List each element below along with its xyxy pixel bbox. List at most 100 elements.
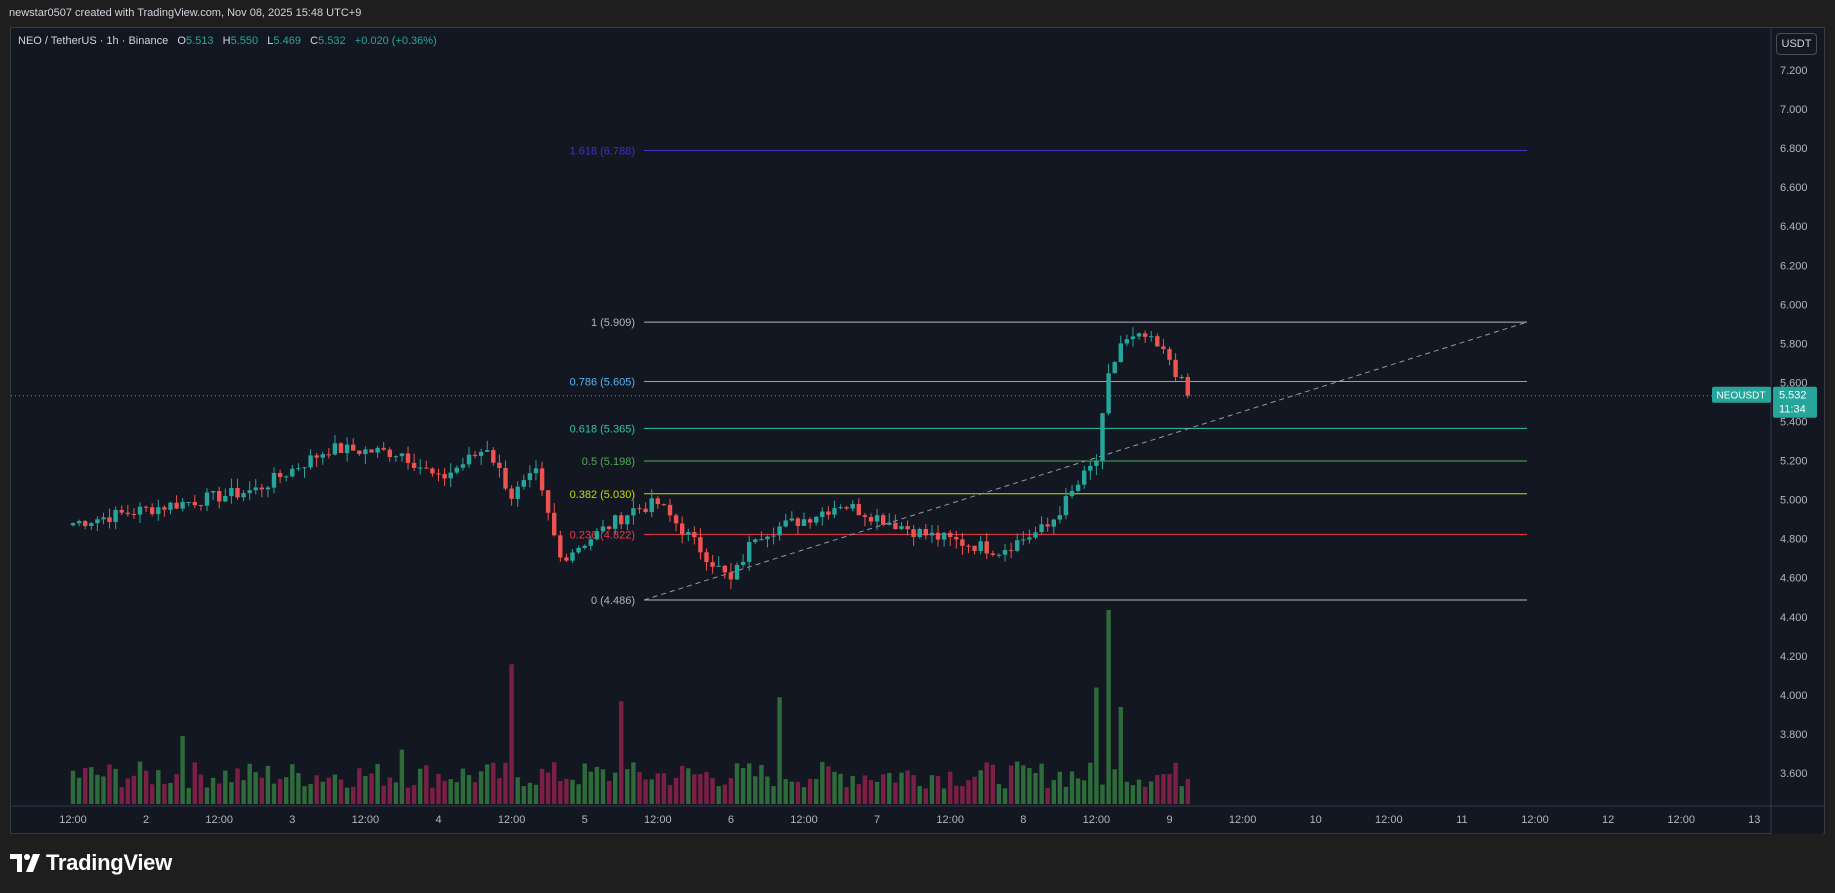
candle-body [442, 473, 447, 479]
candle-body [265, 487, 271, 490]
candle-body [259, 487, 264, 490]
volume-bar [162, 783, 167, 804]
candle-body [1039, 524, 1044, 533]
volume-bar [314, 775, 319, 804]
candle-body [332, 443, 338, 455]
candle-body [1179, 377, 1184, 378]
volume-bar [588, 771, 593, 804]
candle-body [978, 541, 983, 551]
volume-bar [1002, 788, 1008, 804]
volume-bar [156, 770, 161, 804]
volume-bar [728, 778, 734, 804]
candle-body [1100, 413, 1105, 462]
volume-bar [180, 736, 185, 804]
candle-body [539, 468, 545, 491]
candle-body [515, 486, 520, 499]
volume-bar [533, 784, 539, 804]
candle-body [1130, 336, 1136, 340]
tradingview-logo[interactable]: TradingView [10, 850, 172, 876]
candle-body [125, 512, 130, 514]
y-tick-label: 7.000 [1780, 104, 1808, 116]
volume-bar [680, 766, 685, 804]
volume-bar [948, 771, 953, 804]
volume-bar [107, 764, 112, 804]
volume-bar [911, 775, 916, 804]
candle-body [168, 502, 173, 510]
candle-body [874, 515, 880, 522]
chart-credit: newstar0507 created with TradingView.com… [9, 7, 362, 19]
candle-body [369, 449, 374, 453]
candle-body [935, 532, 941, 540]
x-tick-label: 10 [1310, 814, 1322, 826]
candle-body [393, 456, 399, 458]
price-tag-bg [1773, 386, 1817, 418]
x-tick-label: 3 [289, 814, 295, 826]
candle-body [923, 529, 928, 536]
candle-body [1057, 515, 1062, 520]
symbol-legend[interactable]: NEO / TetherUS · 1h · Binance O5.513 H5.… [18, 35, 437, 47]
candle-body [588, 539, 593, 546]
x-tick-label: 12:00 [644, 814, 672, 826]
candle-body [314, 455, 319, 458]
volume-bar [686, 768, 691, 804]
volume-bar [290, 764, 295, 804]
volume-bar [338, 779, 344, 804]
volume-bar [424, 765, 429, 804]
volume-bar [442, 780, 447, 804]
candle-body [941, 532, 947, 540]
close-value: 5.532 [318, 35, 346, 47]
x-tick-label: 12:00 [936, 814, 964, 826]
symbol-name[interactable]: NEO / TetherUS · 1h · Binance [18, 35, 169, 47]
x-tick-label: 12:00 [1521, 814, 1549, 826]
candle-body [1088, 465, 1093, 471]
volume-bar [753, 776, 758, 804]
candle-body [911, 529, 916, 537]
candle-body [76, 521, 82, 524]
volume-bar [1149, 781, 1154, 804]
volume-bar [966, 780, 971, 804]
candles-layer [70, 327, 1190, 590]
candle-body [740, 561, 746, 565]
y-tick-label: 4.200 [1780, 651, 1808, 663]
volume-bar [862, 775, 868, 804]
candle-body [113, 509, 118, 522]
x-tick-label: 12:00 [498, 814, 526, 826]
volume-bar [515, 777, 520, 804]
volume-bar [150, 784, 155, 804]
y-tick-label: 3.600 [1780, 768, 1808, 780]
candle-body [491, 450, 496, 463]
x-tick-label: 12:00 [790, 814, 818, 826]
low-label: L [267, 35, 274, 47]
volume-bar [411, 785, 417, 804]
candle-body [156, 507, 161, 515]
volume-bar [229, 782, 234, 804]
candle-body [533, 468, 539, 474]
candle-body [277, 473, 283, 477]
volume-bar [198, 774, 204, 804]
candle-body [686, 532, 691, 535]
volume-bar [1063, 786, 1069, 804]
fib-retracement: 1.618 (6.788) 1 (5.909) 0.786 (5.605) 0.618… [11, 145, 1771, 607]
candle-body [217, 491, 222, 502]
candle-body [174, 502, 179, 509]
chart-frame[interactable] [10, 27, 1825, 834]
volume-bar [1179, 786, 1184, 804]
low-value: 5.469 [273, 35, 301, 47]
candle-body [271, 473, 277, 488]
candle-body [186, 502, 191, 503]
candle-body [1106, 373, 1111, 414]
candle-body [290, 468, 295, 477]
volume-bar [868, 780, 874, 804]
candle-body [101, 517, 106, 520]
candle-body [344, 444, 350, 454]
candle-body [1118, 343, 1123, 363]
candle-body [527, 473, 533, 481]
volume-bar [320, 781, 325, 804]
volume-bar [698, 774, 703, 804]
volume-bar [783, 779, 788, 804]
currency-button[interactable]: USDT [1776, 33, 1817, 55]
fib-level-label: 0 (4.486) [591, 595, 635, 607]
candle-body [1051, 519, 1056, 527]
candle-body [430, 468, 435, 474]
